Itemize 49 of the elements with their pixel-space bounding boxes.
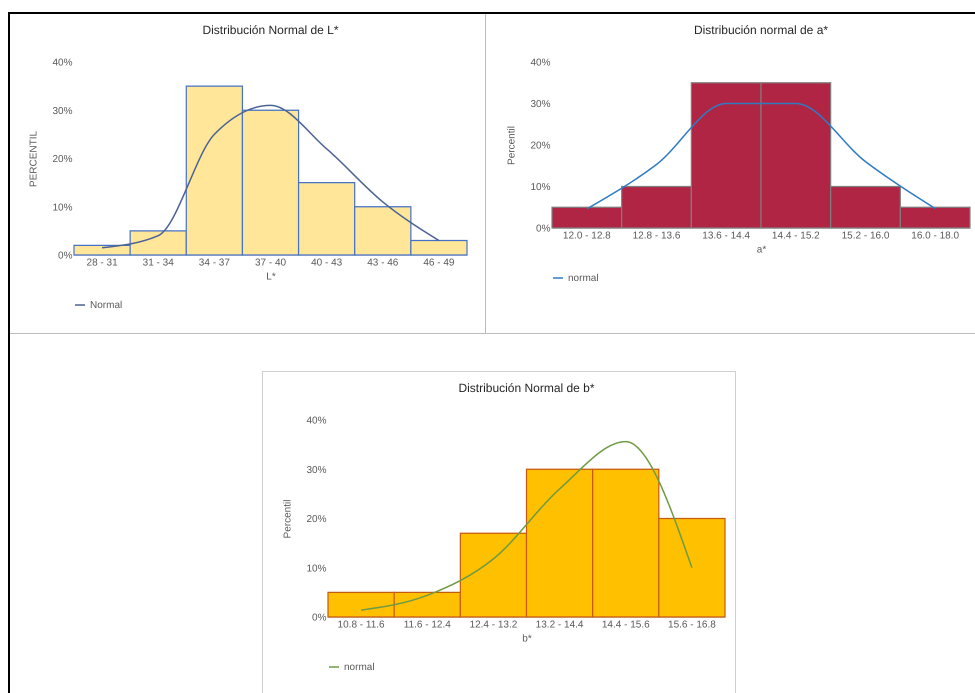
y-tick-label: 10% bbox=[52, 202, 73, 214]
x-tick-label: 15.2 - 16.0 bbox=[842, 230, 890, 242]
x-tick-label: 40 - 43 bbox=[311, 258, 343, 268]
y-tick-label: 0% bbox=[536, 224, 551, 234]
y-tick-label: 10% bbox=[530, 182, 551, 193]
x-tick-label: 12.4 - 13.2 bbox=[470, 620, 518, 630]
x-tick-label: 34 - 37 bbox=[198, 258, 230, 268]
y-tick-label: 40% bbox=[530, 58, 551, 68]
x-tick-label: 15.6 - 16.8 bbox=[668, 620, 716, 630]
legend-label: normal bbox=[344, 662, 375, 673]
y-tick-label: 30% bbox=[306, 464, 327, 476]
x-tick-label: 12.8 - 13.6 bbox=[632, 230, 681, 242]
x-tick-label: 37 - 40 bbox=[254, 258, 286, 268]
chart-title: Distribución Normal de b* bbox=[458, 381, 595, 395]
x-tick-label: 10.8 - 11.6 bbox=[338, 620, 386, 630]
x-tick-label: 43 - 46 bbox=[367, 258, 399, 268]
x-tick-label: 13.2 - 14.4 bbox=[536, 620, 584, 630]
y-axis-title: Percentil bbox=[282, 500, 294, 538]
x-tick-label: 46 - 49 bbox=[423, 258, 455, 268]
y-tick-label: 30% bbox=[52, 106, 73, 117]
y-tick-label: 40% bbox=[306, 416, 327, 426]
y-tick-label: 30% bbox=[530, 99, 551, 110]
x-tick-label: 14.4 - 15.6 bbox=[602, 620, 650, 630]
y-tick-label: 20% bbox=[306, 514, 327, 525]
chart-title: Distribución normal de a* bbox=[694, 23, 828, 37]
x-tick-label: 14.4 - 15.2 bbox=[772, 230, 820, 242]
line-series bbox=[586, 102, 936, 210]
legend-label: Normal bbox=[90, 300, 122, 311]
x-tick-label: 31 - 34 bbox=[142, 258, 174, 268]
line-series bbox=[360, 440, 693, 611]
x-tick-label: 11.6 - 12.4 bbox=[404, 620, 452, 630]
y-tick-label: 0% bbox=[58, 250, 73, 262]
x-axis-title: L* bbox=[266, 272, 276, 282]
y-tick-label: 10% bbox=[306, 563, 327, 574]
y-tick-label: 20% bbox=[52, 154, 73, 165]
line-series bbox=[101, 104, 440, 249]
y-axis-title: Percentil bbox=[506, 126, 518, 165]
legend-label: normal bbox=[568, 273, 599, 284]
x-tick-label: 16.0 - 18.0 bbox=[911, 230, 960, 242]
x-axis-title: a* bbox=[756, 244, 766, 256]
y-tick-label: 0% bbox=[312, 612, 327, 624]
chart-title: Distribución Normal de L* bbox=[202, 23, 339, 37]
x-tick-label: 13.6 - 14.4 bbox=[702, 230, 751, 242]
y-tick-label: 20% bbox=[530, 140, 551, 152]
y-tick-label: 40% bbox=[52, 58, 73, 68]
x-axis-title: b* bbox=[522, 634, 532, 644]
y-axis-title: PERCENTIL bbox=[28, 130, 40, 188]
x-tick-label: 12.0 - 12.8 bbox=[562, 230, 612, 242]
x-tick-label: 28 - 31 bbox=[86, 258, 118, 268]
